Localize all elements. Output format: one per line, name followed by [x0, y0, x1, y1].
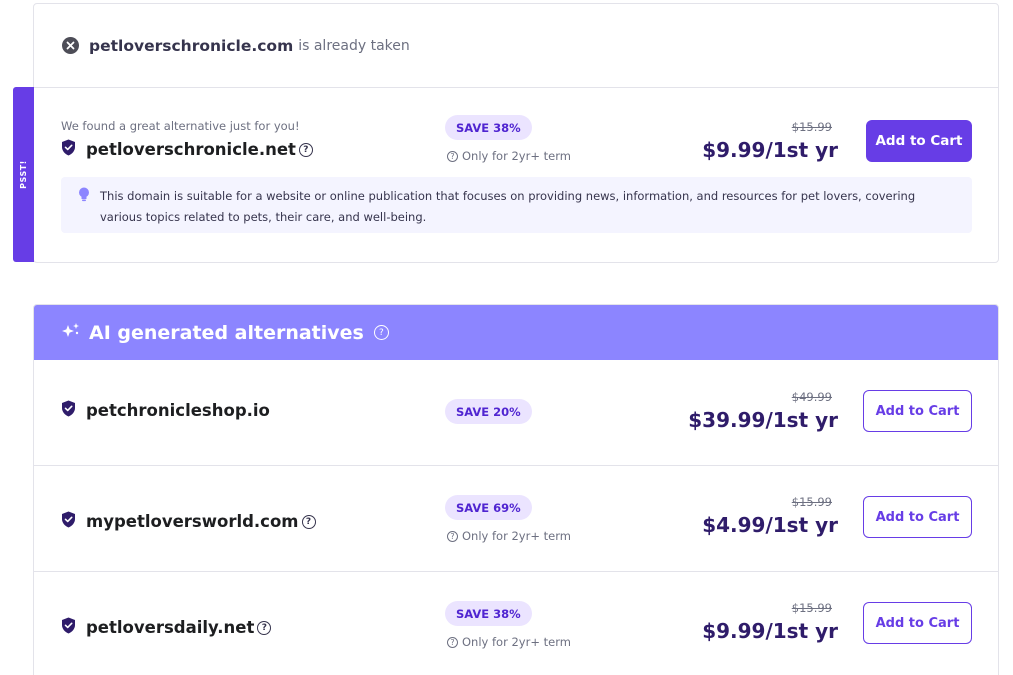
alternative-domain-name: petchronicleshop.io	[86, 401, 270, 420]
close-circle-icon	[62, 37, 79, 54]
alternative-row: petchronicleshop.io SAVE 20% $49.99 $39.…	[34, 360, 998, 466]
add-to-cart-button[interactable]: Add to Cart	[863, 496, 972, 538]
old-price: $49.99	[791, 390, 832, 404]
term-text: Only for 2yr+ term	[462, 529, 571, 543]
alternative-domain: petloversdaily.net ?	[61, 617, 272, 638]
taken-domain-row: petloverschronicle.com is already taken	[34, 4, 998, 88]
lightbulb-icon	[78, 187, 90, 209]
term-note: ? Only for 2yr+ term	[447, 149, 571, 163]
ai-alternatives-card: AI generated alternatives ? petchronicle…	[33, 304, 999, 675]
help-icon[interactable]: ?	[257, 620, 272, 635]
add-to-cart-button[interactable]: Add to Cart	[863, 602, 972, 644]
recommended-domain: petloverschronicle.net ?	[61, 139, 313, 160]
recommended-domain-row: We found a great alternative just for yo…	[34, 88, 998, 263]
shield-icon	[61, 400, 76, 421]
new-price: $4.99/1st yr	[702, 513, 838, 537]
ai-alternatives-header: AI generated alternatives ?	[34, 305, 998, 360]
old-price: $15.99	[791, 120, 832, 134]
save-badge: SAVE 38%	[445, 115, 532, 140]
help-icon[interactable]: ?	[298, 142, 313, 157]
psst-ribbon: PSST!	[13, 87, 34, 262]
help-icon[interactable]: ?	[301, 514, 316, 529]
save-badge: SAVE 38%	[445, 601, 532, 626]
psst-label: PSST!	[19, 160, 29, 189]
alternative-row: petloversdaily.net ? SAVE 38% ? Only for…	[34, 572, 998, 675]
alternative-domain: mypetloversworld.com ?	[61, 511, 316, 532]
shield-icon	[61, 139, 76, 160]
taken-domain-name: petloverschronicle.com	[89, 36, 294, 55]
alternative-domain-name: mypetloversworld.com	[86, 512, 299, 531]
save-badge: SAVE 20%	[445, 399, 532, 424]
domain-description: This domain is suitable for a website or…	[61, 177, 972, 233]
help-icon: ?	[447, 150, 458, 162]
old-price: $15.99	[791, 495, 832, 509]
sparkle-icon	[61, 322, 81, 344]
alternative-domain-name: petloversdaily.net	[86, 618, 255, 637]
term-note: ? Only for 2yr+ term	[447, 529, 571, 543]
description-text: This domain is suitable for a website or…	[100, 189, 916, 224]
term-note: ? Only for 2yr+ term	[447, 635, 571, 649]
taken-status-text: is already taken	[298, 37, 410, 54]
domain-result-card: petloverschronicle.com is already taken …	[33, 3, 999, 263]
ai-alternatives-title: AI generated alternatives	[89, 321, 364, 344]
term-text: Only for 2yr+ term	[462, 635, 571, 649]
shield-icon	[61, 511, 76, 532]
old-price: $15.99	[791, 601, 832, 615]
add-to-cart-button[interactable]: Add to Cart	[866, 120, 972, 162]
recommended-domain-name: petloverschronicle.net	[86, 140, 296, 159]
new-price: $9.99/1st yr	[702, 138, 838, 162]
save-badge: SAVE 69%	[445, 495, 532, 520]
alternative-row: mypetloversworld.com ? SAVE 69% ? Only f…	[34, 466, 998, 572]
new-price: $39.99/1st yr	[688, 408, 838, 432]
help-icon[interactable]: ?	[373, 325, 389, 340]
shield-icon	[61, 617, 76, 638]
recommendation-note: We found a great alternative just for yo…	[61, 119, 300, 133]
help-icon: ?	[447, 636, 458, 648]
term-text: Only for 2yr+ term	[462, 149, 571, 163]
new-price: $9.99/1st yr	[702, 619, 838, 643]
alternative-domain: petchronicleshop.io	[61, 400, 270, 421]
help-icon: ?	[447, 530, 458, 542]
add-to-cart-button[interactable]: Add to Cart	[863, 390, 972, 432]
